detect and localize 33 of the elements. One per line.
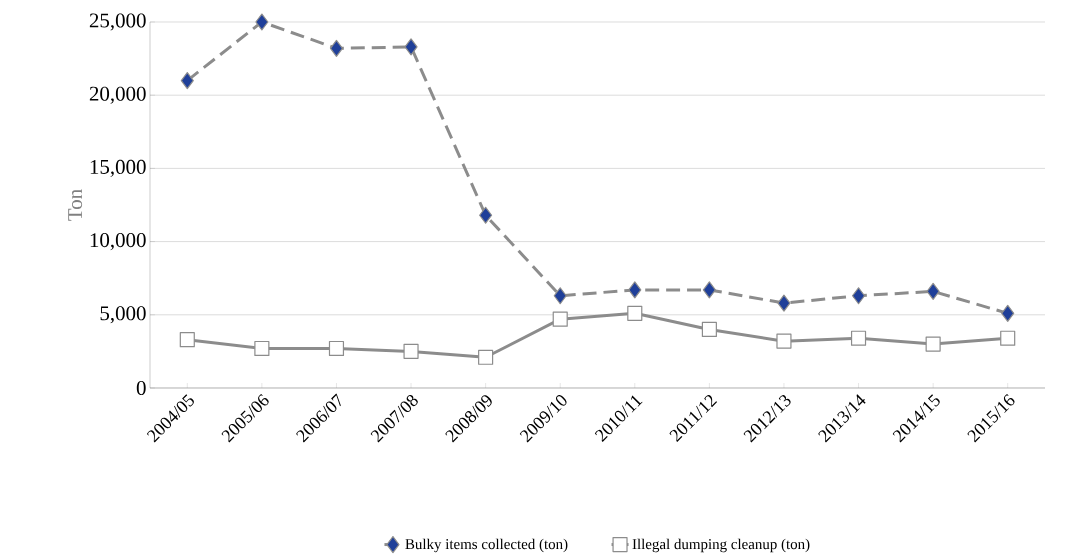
legend-label: Illegal dumping cleanup (ton): [632, 538, 810, 553]
point: [777, 294, 791, 312]
point: [329, 40, 344, 58]
y-tick-label: 0: [136, 381, 146, 396]
point: [850, 330, 867, 347]
point: [404, 38, 418, 56]
y-tick-label: 15,000: [90, 160, 146, 178]
point: [328, 341, 345, 357]
point: [925, 336, 941, 352]
y-tick-label: 25,000: [89, 13, 146, 31]
point: [478, 349, 494, 366]
y-tick-label: 5,000: [100, 306, 146, 324]
point: [701, 322, 717, 338]
point: [1001, 305, 1015, 323]
point: [403, 344, 419, 360]
point: [702, 281, 716, 299]
point: [479, 206, 493, 225]
point: [776, 333, 792, 349]
point: [926, 283, 940, 301]
point: [255, 13, 269, 31]
point: [553, 287, 567, 305]
legend-label: Bulky items collected (ton): [405, 538, 568, 553]
point: [179, 332, 195, 348]
point: [628, 281, 642, 299]
point: [254, 341, 270, 357]
point: [552, 311, 568, 327]
point: [180, 72, 194, 90]
y-tick-label: 10,000: [90, 233, 146, 251]
point: [627, 306, 643, 322]
y-axis-title: Ton: [68, 189, 83, 221]
y-tick-label: 20,000: [89, 86, 146, 104]
point: [851, 287, 866, 305]
point: [1000, 330, 1016, 347]
